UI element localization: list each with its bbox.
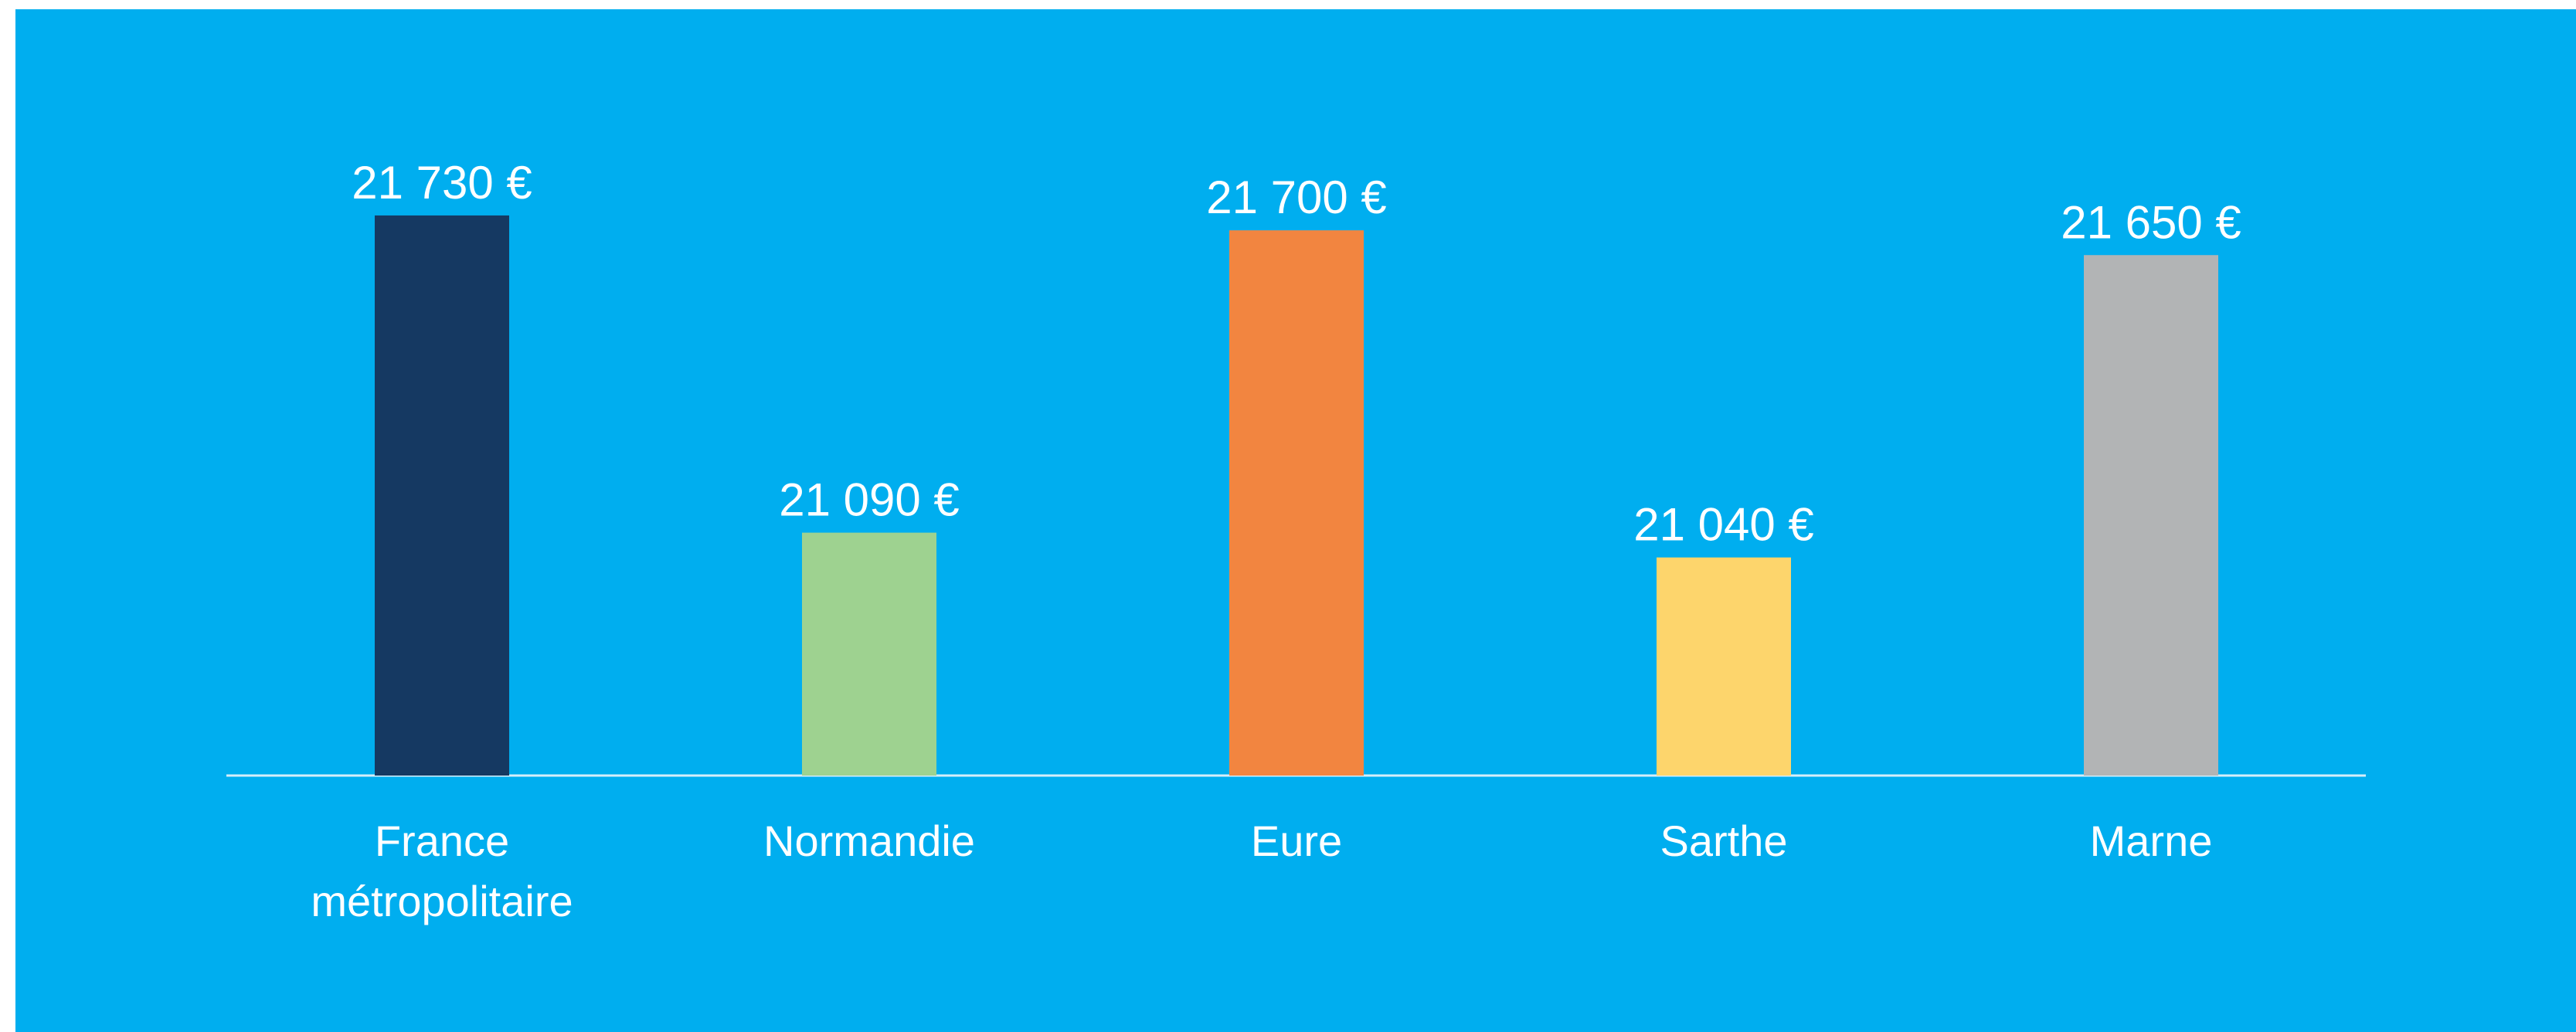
bar: [1657, 557, 1791, 776]
bar: [802, 532, 936, 776]
bar: [375, 215, 509, 776]
bar: [1229, 230, 1364, 776]
x-tick-label: France métropolitaire: [311, 816, 573, 925]
value-label: 21 730 €: [352, 157, 532, 209]
x-tick-label: Sarthe: [1660, 816, 1788, 865]
value-label: 21 650 €: [2061, 196, 2241, 248]
value-label: 21 700 €: [1206, 171, 1387, 223]
x-tick-label: Eure: [1250, 816, 1343, 865]
bar: [2084, 255, 2218, 776]
x-tick-label: Normandie: [763, 816, 975, 865]
x-tick-label: Marne: [2089, 816, 2213, 865]
value-label: 21 090 €: [779, 474, 960, 526]
value-label: 21 040 €: [1633, 499, 1814, 551]
